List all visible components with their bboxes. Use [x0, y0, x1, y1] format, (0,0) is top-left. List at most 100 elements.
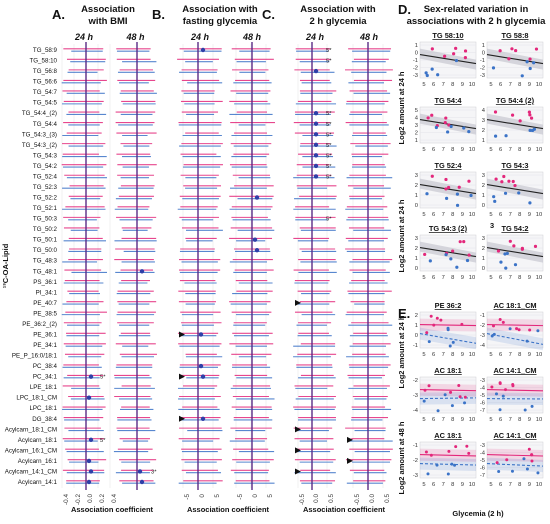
y-tick-label: -2	[413, 458, 418, 464]
row-label: TG_54:4_(2)	[22, 110, 57, 117]
direction-triangle	[295, 468, 301, 475]
row-label: Acylcarn_18:1	[18, 437, 58, 444]
point-male	[503, 191, 508, 195]
y-tick-label: 1	[415, 43, 418, 49]
point-female	[458, 395, 462, 399]
fit-line-female	[419, 454, 477, 457]
y-tick-label: 0	[415, 266, 418, 272]
row-label: TG_54:3_(2)	[22, 142, 57, 149]
fit-line	[486, 184, 544, 195]
x-tick-label: 5	[422, 417, 425, 423]
x-tick-label: 0.2	[99, 494, 106, 503]
x-tick-label: 7	[442, 212, 445, 218]
row-label: TG_50:1	[33, 237, 58, 244]
point-male	[469, 193, 473, 198]
x-tick-label: 8	[518, 82, 521, 88]
y-tick-label: 3	[482, 236, 485, 242]
y-tick-label: 2	[415, 313, 418, 319]
y-tick-label: 0	[482, 51, 485, 57]
y-tick-label: 3	[482, 118, 485, 124]
point-female	[503, 388, 507, 392]
estimate-point	[200, 374, 206, 379]
point-female	[435, 316, 439, 320]
point-female	[454, 46, 458, 50]
forest-subpanel: -0.5 0.0 0.5	[293, 42, 337, 505]
row-label: TG_50:3	[33, 216, 58, 223]
mini-plot-title: TG 58:10	[432, 31, 463, 40]
y-tick-label: -4	[480, 343, 486, 349]
x-tick-label: 8	[518, 147, 521, 153]
y-tick-label: 3	[482, 173, 485, 179]
x-tick-label: 9	[528, 352, 531, 358]
y-tick-label: 0	[482, 203, 485, 209]
point-female	[505, 458, 509, 462]
point-male	[513, 263, 518, 267]
point-male	[435, 463, 439, 467]
x-tick-label: 9	[461, 147, 464, 153]
x-tick-label: 5	[489, 417, 492, 423]
point-female	[507, 57, 511, 61]
x-tick-label: 5	[489, 82, 492, 88]
x-tick-label: -0.4	[63, 494, 70, 505]
point-male	[444, 253, 448, 257]
point-female	[498, 49, 502, 53]
x-tick-label: 8	[451, 417, 454, 423]
point-male	[428, 259, 432, 263]
point-male	[504, 134, 508, 138]
fit-line-male	[486, 333, 544, 345]
point-male	[451, 340, 455, 344]
panel-title-line2: with BMI	[87, 16, 127, 27]
estimate-point	[313, 68, 319, 74]
fit-line	[486, 247, 544, 258]
significance-annotation: 5*	[326, 153, 332, 159]
significance-annotation: 5*	[326, 217, 332, 223]
point-male	[446, 328, 450, 332]
panel-letter-1: B.	[152, 7, 165, 22]
point-female	[494, 177, 498, 181]
point-female	[527, 447, 531, 451]
point-female	[493, 110, 498, 114]
estimate-point	[86, 458, 92, 464]
x-tick-label: 9	[461, 352, 464, 358]
fit-line-male	[486, 463, 544, 467]
significance-annotation: 5*	[326, 174, 332, 180]
x-tick-label: 6	[432, 275, 435, 281]
y-tick-label: -4	[480, 451, 486, 457]
point-female	[454, 445, 458, 449]
row-label: Acylcarn_16:1_CM	[5, 447, 57, 454]
point-female	[514, 48, 518, 53]
row-label: TG_54:5	[33, 100, 58, 107]
row-label: TG_52:4	[33, 173, 58, 180]
point-female	[507, 179, 511, 183]
x-tick-label: 10	[469, 482, 475, 488]
forest-subpanel: -0.4 -0.2 0.0 0.2 0.4	[61, 42, 118, 505]
point-female	[520, 247, 524, 251]
y-tick-label: -6	[480, 401, 485, 407]
y-tick-label: -3	[413, 473, 418, 479]
significance-annotation: 5*	[100, 438, 106, 444]
point-male	[536, 329, 540, 333]
point-female	[510, 113, 515, 117]
column-header: 24 h	[190, 32, 210, 42]
x-tick-label: 6	[432, 417, 435, 423]
point-male	[426, 472, 430, 476]
significance-annotation: 3*	[151, 469, 157, 475]
point-male	[443, 393, 447, 397]
row-label: PE_34:1	[33, 342, 57, 349]
x-tick-label: 7	[509, 82, 512, 88]
point-male	[510, 469, 514, 473]
estimate-point	[313, 153, 319, 158]
direction-triangle	[179, 331, 185, 338]
mini-plot: AC 18:1 -2 -3 -45 6 7 8 9 10	[413, 366, 477, 423]
mini-plot-title: AC 14:1_CM	[493, 366, 536, 375]
point-female	[423, 252, 427, 257]
row-label: TG_54:3	[33, 152, 58, 159]
direction-triangle	[295, 299, 301, 306]
estimate-point	[198, 363, 204, 369]
direction-triangle	[295, 426, 301, 433]
forest-subpanel: -0.5 0.0 0.5	[345, 42, 393, 505]
estimate-point	[313, 121, 319, 126]
y-tick-label: 1	[482, 193, 485, 199]
significance-annotation: 5*	[326, 48, 332, 54]
